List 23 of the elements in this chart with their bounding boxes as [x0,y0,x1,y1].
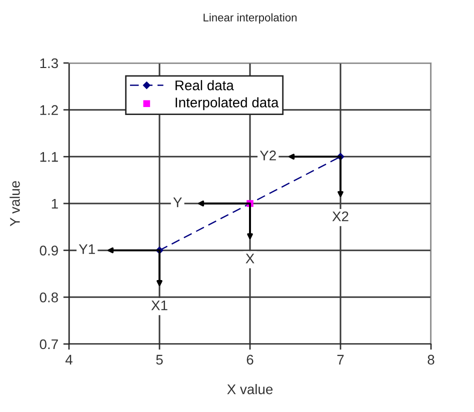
y-axis-title: Y value [10,181,20,226]
y-tick-label: 1.3 [40,58,58,68]
y-tick-label: 1.2 [40,105,58,115]
annotation: Y1 [78,244,95,254]
y-tick-label: 0.8 [40,292,58,302]
annotation: X [246,254,254,264]
y-tick-label: 0.7 [40,339,58,350]
legend-label: Real data [176,80,234,90]
x-tick-label: 7 [337,354,344,364]
y-tick-label: 0.9 [40,246,58,256]
annotation: X1 [151,300,168,310]
x-tick-label: 8 [428,354,434,365]
x-tick-label: 6 [246,354,254,365]
x-axis-title: X value [227,384,273,394]
annotation: Y [173,198,182,208]
y-tick-label: 1 [52,198,58,209]
annotation: X2 [332,211,348,222]
x-tick-label: 5 [156,354,163,365]
legend-label: Interpolated data [176,97,279,110]
y-tick-label: 1.1 [40,152,58,162]
x-tick-label: 4 [65,354,72,364]
chart-title: Linear interpolation [204,13,297,24]
annotation: Y2 [260,150,276,160]
